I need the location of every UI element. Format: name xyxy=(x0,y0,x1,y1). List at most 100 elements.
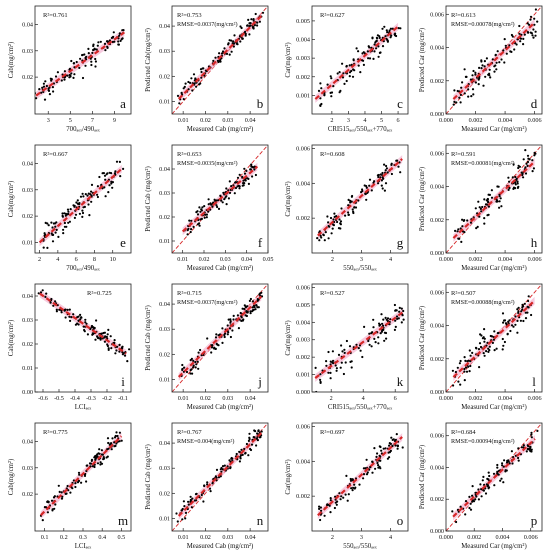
scatter-point xyxy=(349,360,352,363)
scatter-point xyxy=(62,228,65,231)
scatter-point xyxy=(331,227,334,230)
scatter-point xyxy=(373,447,376,450)
scatter-point xyxy=(191,497,194,500)
scatter-point xyxy=(478,206,481,209)
scatter-point xyxy=(502,481,505,484)
panel-letter: b xyxy=(257,96,264,111)
scatter-point xyxy=(225,52,229,56)
scatter-point xyxy=(511,35,514,38)
scatter-point xyxy=(245,314,248,318)
scatter-point xyxy=(463,379,466,382)
scatter-point xyxy=(488,345,491,348)
scatter-point xyxy=(488,72,491,75)
scatter-point xyxy=(60,311,63,314)
y-tick-label: 0.000 xyxy=(296,389,310,396)
scatter-point xyxy=(79,195,83,198)
y-tick-label: 0.02 xyxy=(22,491,33,498)
scatter-point xyxy=(215,333,218,336)
scatter-point xyxy=(222,191,225,194)
scatter-point xyxy=(469,502,472,505)
scatter-point xyxy=(397,27,400,30)
scatter-point xyxy=(316,237,319,240)
scatter-point xyxy=(478,342,482,345)
fit-confidence-band xyxy=(36,28,125,100)
scatter-point xyxy=(479,333,482,336)
scatter-point xyxy=(453,89,456,92)
scatter-point xyxy=(252,166,255,169)
scatter-point xyxy=(77,319,80,322)
scatter-point xyxy=(482,84,485,87)
scatter-point xyxy=(63,70,66,73)
scatter-point xyxy=(456,89,459,93)
scatter-point xyxy=(58,490,61,493)
scatter-point xyxy=(385,318,388,321)
scatter-point xyxy=(207,198,210,201)
chart-panel-l: 0.000 0.002 0.004 0.006 0.000 0.002 0.004 0.006… xyxy=(419,283,543,411)
x-tick-label: 4 xyxy=(389,534,392,541)
scatter-point xyxy=(391,444,394,447)
scatter-point xyxy=(245,442,248,446)
scatter-point xyxy=(251,175,254,178)
scatter-point xyxy=(110,448,113,451)
scatter-point xyxy=(345,474,348,477)
scatter-point xyxy=(389,318,392,321)
scatter-point xyxy=(223,47,226,50)
y-tick-label: 0.000 xyxy=(430,528,444,535)
scatter-point xyxy=(517,311,520,314)
scatter-point xyxy=(514,323,517,326)
scatter-point xyxy=(200,493,203,497)
scatter-point xyxy=(182,87,185,90)
scatter-point xyxy=(481,64,484,67)
plot-area xyxy=(172,6,268,114)
scatter-point xyxy=(344,361,347,364)
scatter-point xyxy=(468,370,471,373)
scatter-point xyxy=(402,318,405,321)
scatter-point xyxy=(325,364,328,367)
scatter-point xyxy=(380,179,383,182)
scatter-point xyxy=(377,464,380,467)
scatter-point xyxy=(81,76,85,80)
scatter-point xyxy=(221,201,224,204)
scatter-point xyxy=(326,215,329,218)
scatter-point xyxy=(503,319,506,322)
scatter-point xyxy=(467,95,470,98)
scatter-point xyxy=(72,313,75,316)
scatter-point xyxy=(365,198,368,201)
scatter-point xyxy=(480,67,483,70)
y-tick-label: 0.04 xyxy=(159,166,170,173)
scatter-point xyxy=(242,318,245,321)
x-tick-label: 0.4 xyxy=(98,534,106,541)
scatter-point xyxy=(506,459,509,462)
scatter-point xyxy=(67,210,70,213)
scatter-point xyxy=(224,196,227,199)
scatter-point xyxy=(214,347,217,350)
x-tick-label: 3 xyxy=(347,117,350,124)
scatter-point xyxy=(502,49,505,52)
scatter-point xyxy=(200,70,203,74)
scatter-point xyxy=(45,292,48,295)
scatter-point xyxy=(469,78,472,81)
y-tick-label: 0.00 xyxy=(22,389,33,396)
scatter-point xyxy=(341,62,344,65)
scatter-point xyxy=(186,229,189,232)
scatter-point xyxy=(51,226,54,229)
scatter-point xyxy=(63,308,66,312)
scatter-point xyxy=(214,336,218,339)
scatter-point xyxy=(460,240,463,243)
scatter-point xyxy=(123,354,127,357)
scatter-point xyxy=(121,353,124,356)
y-tick-label: 0.02 xyxy=(159,490,170,497)
scatter-point xyxy=(215,204,218,207)
scatter-point xyxy=(504,322,508,325)
scatter-point xyxy=(90,459,93,462)
scatter-point xyxy=(86,333,89,336)
scatter-point xyxy=(77,315,80,318)
scatter-point xyxy=(99,463,102,466)
scatter-point xyxy=(60,491,63,494)
scatter-point xyxy=(52,90,55,93)
scatter-point xyxy=(96,336,99,339)
x-tick-label: 3 xyxy=(47,117,50,124)
scatter-point xyxy=(471,88,475,91)
scatter-point xyxy=(118,343,121,347)
scatter-point xyxy=(70,59,73,63)
